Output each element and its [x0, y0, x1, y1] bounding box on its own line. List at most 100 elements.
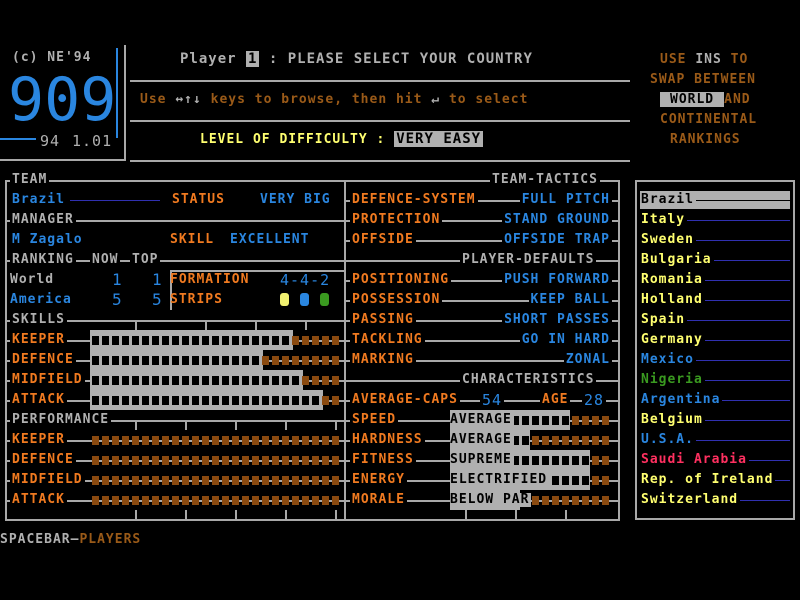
characteristics-header: CHARACTERISTICS: [460, 372, 597, 387]
help-to: TO: [730, 52, 749, 67]
bar-segment: [192, 396, 199, 405]
bar-segment: [212, 496, 219, 505]
bar-segment: [292, 356, 299, 365]
bar-segment: [212, 356, 219, 365]
country-item[interactable]: Mexico: [641, 352, 696, 367]
bar-segment: [532, 436, 539, 445]
bar-segment: [222, 376, 229, 385]
country-line: [642, 260, 790, 261]
status-value: VERY BIG: [260, 192, 331, 207]
bar-segment: [202, 436, 209, 445]
country-line: [642, 360, 790, 361]
ranking-mode-world[interactable]: WORLD: [660, 92, 725, 107]
tactic-label: DEFENCE-SYSTEM: [350, 192, 478, 207]
bar-segment: [562, 416, 569, 425]
country-item[interactable]: Bulgaria: [641, 252, 714, 267]
characteristic-label: ENERGY: [350, 472, 407, 487]
country-item[interactable]: Saudi Arabia: [641, 452, 749, 467]
bar-segment: [142, 476, 149, 485]
characteristic-rating: AVERAGE: [450, 432, 514, 447]
bar-segment: [332, 436, 339, 445]
country-item[interactable]: Argentina: [641, 392, 723, 407]
kit-strip-icon[interactable]: [300, 293, 309, 306]
country-item[interactable]: Spain: [641, 312, 688, 327]
divider: [346, 220, 618, 222]
bar-segment: [602, 496, 609, 505]
divider: [7, 260, 344, 262]
difficulty-value[interactable]: VERY EASY: [394, 131, 484, 147]
bar-segment: [212, 396, 219, 405]
bar-segment: [112, 456, 119, 465]
bar-segment: [542, 416, 549, 425]
bar-segment: [132, 396, 139, 405]
country-item[interactable]: Holland: [641, 292, 705, 307]
bar-segment: [172, 496, 179, 505]
spacebar-key[interactable]: SPACEBAR: [0, 532, 71, 547]
bar-segment: [122, 376, 129, 385]
country-item[interactable]: Rep. of Ireland: [641, 472, 776, 487]
ranking-now: 1: [112, 270, 123, 289]
age-label: AGE: [540, 392, 571, 407]
logo-bar: [116, 48, 118, 138]
title: Player 1 : PLEASE SELECT YOUR COUNTRY: [180, 51, 533, 67]
country-item[interactable]: Sweden: [641, 232, 696, 247]
manager-header: MANAGER: [10, 212, 76, 227]
country-item[interactable]: Germany: [641, 332, 705, 347]
bar-segment: [512, 436, 519, 445]
bar-segment: [132, 376, 139, 385]
bar-label: DEFENCE: [10, 452, 76, 467]
default-value[interactable]: SHORT PASSES: [502, 312, 612, 327]
bar-segment: [172, 436, 179, 445]
skill-label: SKILL: [170, 232, 215, 247]
kit-strip-icon[interactable]: [280, 293, 289, 306]
divider: [235, 510, 237, 520]
bar-segment: [542, 436, 549, 445]
ranking-now-header: NOW: [90, 252, 121, 267]
bar-segment: [92, 476, 99, 485]
country-item[interactable]: U.S.A.: [641, 432, 696, 447]
bar-segment: [282, 336, 289, 345]
country-item[interactable]: Belgium: [641, 412, 705, 427]
characteristic-label: HARDNESS: [350, 432, 425, 447]
bar-segment: [322, 376, 329, 385]
bar-segment: [282, 496, 289, 505]
bar-label: KEEPER: [10, 332, 67, 347]
bar-segment: [132, 336, 139, 345]
tactic-value[interactable]: STAND GROUND: [502, 212, 612, 227]
default-value[interactable]: PUSH FORWARD: [502, 272, 612, 287]
tactic-value[interactable]: FULL PITCH: [519, 192, 612, 207]
bar-segment: [552, 416, 559, 425]
country-item[interactable]: Romania: [641, 272, 705, 287]
kit-strip-icon[interactable]: [320, 293, 329, 306]
divider: [285, 420, 287, 430]
bar-segment: [592, 416, 599, 425]
bar-segment: [332, 476, 339, 485]
bar-segment: [332, 336, 339, 345]
bar-segment: [292, 476, 299, 485]
formation-value[interactable]: 4-4-2: [280, 271, 331, 289]
bar-label: ATTACK: [10, 392, 67, 407]
instr-select: to select: [448, 92, 529, 107]
bar-segment: [102, 336, 109, 345]
default-value[interactable]: KEEP BALL: [528, 292, 612, 307]
country-item[interactable]: Nigeria: [641, 372, 705, 387]
bar-segment: [162, 476, 169, 485]
ranking-top-header: TOP: [130, 252, 161, 267]
bar-segment: [602, 416, 609, 425]
bar-segment: [92, 396, 99, 405]
bar-segment: [172, 476, 179, 485]
tactic-label: PROTECTION: [350, 212, 443, 227]
country-item[interactable]: Italy: [641, 212, 688, 227]
player-label: Player: [180, 51, 237, 67]
default-value[interactable]: ZONAL: [563, 352, 612, 367]
country-item[interactable]: Switzerland: [641, 492, 741, 507]
default-value[interactable]: GO IN HARD: [519, 332, 612, 347]
players-action[interactable]: PLAYERS: [79, 532, 142, 547]
tactic-value[interactable]: OFFSIDE TRAP: [502, 232, 612, 247]
country-item[interactable]: Brazil: [641, 192, 696, 207]
bar-segment: [112, 436, 119, 445]
bar-segment: [172, 336, 179, 345]
bar-segment: [172, 376, 179, 385]
bar-segment: [152, 336, 159, 345]
bar-segment: [112, 376, 119, 385]
